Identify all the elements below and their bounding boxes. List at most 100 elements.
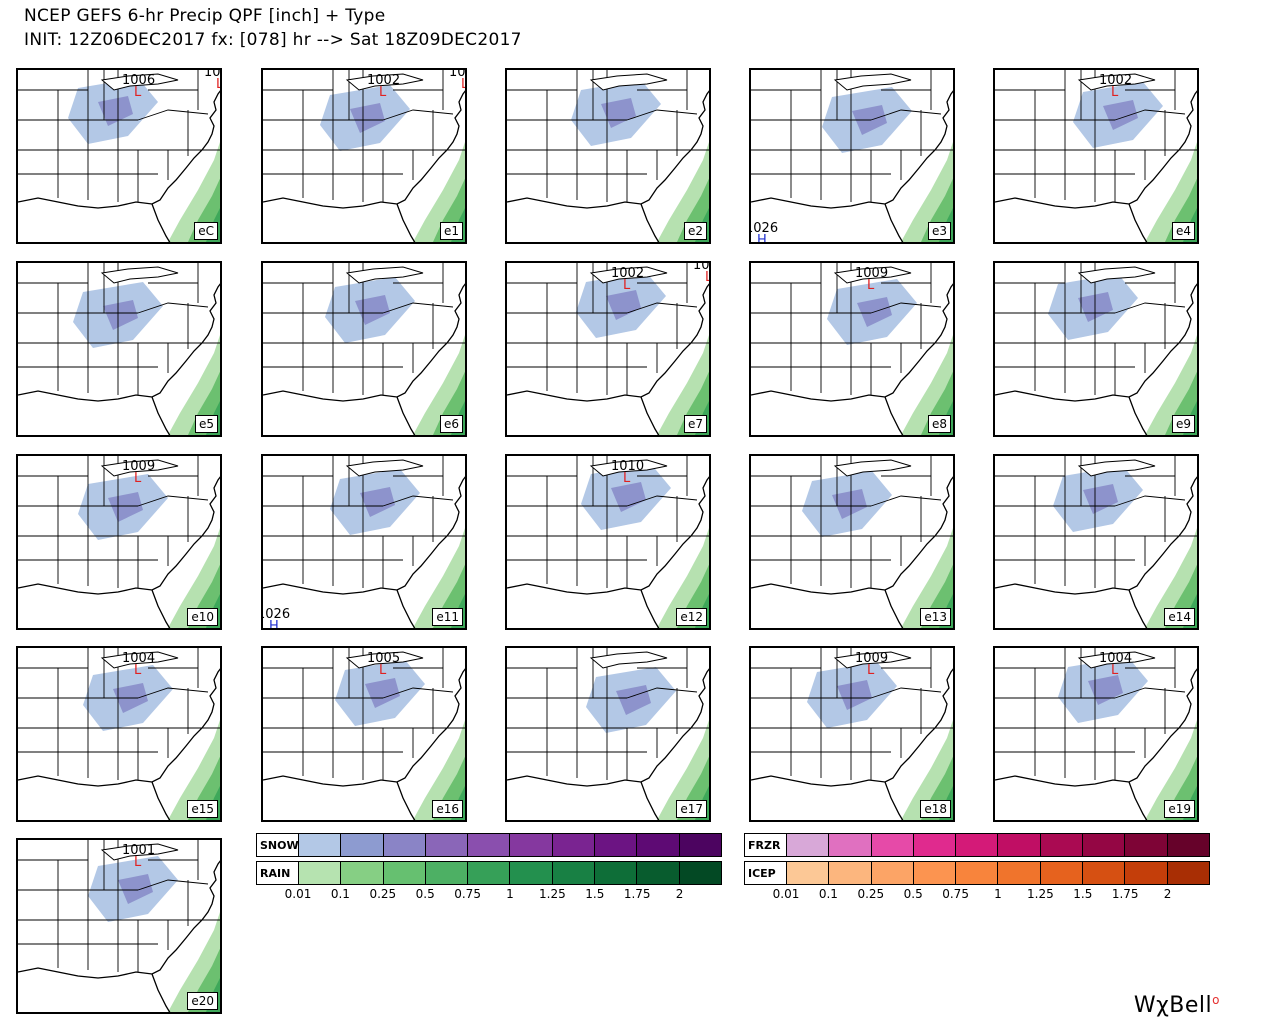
snow-swatch — [341, 834, 384, 856]
state-border — [137, 495, 209, 507]
coastline — [995, 476, 1197, 595]
legend-tick-label: 0.75 — [942, 887, 969, 901]
member-label: e17 — [676, 800, 707, 818]
low-pressure-center: 1007L — [449, 70, 465, 92]
state-border — [382, 302, 454, 314]
great-lakes — [345, 266, 424, 284]
frzr-swatch — [1083, 834, 1126, 856]
legend-ticks-left: 0.01 0.1 0.25 0.5 0.75 1 1.25 1.5 1.75 2 — [285, 887, 722, 903]
coastline — [396, 203, 416, 242]
great-lakes — [833, 459, 912, 477]
coastline — [507, 668, 709, 787]
panel-map — [507, 70, 709, 242]
rain-swatch — [383, 862, 426, 884]
legend-tick-label: 2 — [1163, 887, 1172, 901]
panel-map: 1002L1007L — [263, 70, 465, 242]
state-border — [137, 302, 209, 314]
great-lakes — [100, 266, 179, 284]
coastline — [640, 396, 660, 435]
member-label: e14 — [1164, 608, 1195, 626]
great-lakes — [589, 651, 668, 669]
member-label: e18 — [920, 800, 951, 818]
pressure-type: L — [134, 663, 142, 678]
great-lakes — [1077, 266, 1156, 284]
snow-heavy-area — [1103, 100, 1138, 130]
great-lakes — [100, 843, 179, 861]
coastline — [1128, 781, 1148, 820]
frzr-swatch — [1167, 834, 1209, 856]
pressure-type: L — [867, 278, 875, 293]
legend-tick-label: 0.25 — [369, 887, 397, 901]
rain-swatch — [510, 862, 553, 884]
map-title: NCEP GEFS 6-hr Precip QPF [inch] + Type — [24, 6, 386, 26]
rain-swatch — [341, 862, 384, 884]
snow-swatch — [425, 834, 469, 856]
frzr-swatch — [998, 834, 1041, 856]
member-label: e8 — [927, 415, 951, 433]
great-lakes — [589, 459, 668, 477]
frzr-swatch — [956, 834, 999, 856]
pressure-type: H — [269, 619, 279, 628]
high-pressure-center: 1026H — [751, 221, 778, 242]
coastline — [995, 283, 1197, 402]
legend-icep-label: ICEP — [745, 862, 787, 884]
snow-swatch — [679, 834, 721, 856]
pressure-type: L — [705, 270, 709, 285]
pressure-value: 1004 — [1099, 651, 1132, 666]
great-lakes — [1077, 651, 1156, 669]
ensemble-panel-eC: 1006L1009LeC — [16, 68, 222, 244]
pressure-type: L — [867, 663, 875, 678]
pressure-type: L — [623, 278, 631, 293]
coastline — [1128, 203, 1148, 242]
state-border — [137, 879, 209, 891]
coastline — [995, 90, 1197, 209]
state-border — [626, 109, 698, 121]
snow-heavy-area — [837, 680, 872, 710]
member-label: e16 — [432, 800, 463, 818]
panel-map — [18, 263, 220, 435]
great-lakes — [833, 651, 912, 669]
rain-swatch — [595, 862, 638, 884]
pressure-value: 1006 — [122, 73, 155, 88]
member-label: eC — [194, 222, 218, 240]
coastline — [18, 283, 220, 402]
snow-heavy-area — [365, 678, 400, 708]
member-label: e3 — [927, 222, 951, 240]
pressure-value: 1004 — [122, 651, 155, 666]
snow-heavy-area — [98, 96, 133, 126]
legend-tick-label: 0.75 — [454, 887, 481, 901]
frzr-swatch — [871, 834, 914, 856]
legend-tick-label: 0.25 — [857, 887, 885, 901]
snow-heavy-area — [103, 300, 138, 330]
coastline — [884, 589, 904, 628]
state-border — [870, 687, 942, 699]
coastline — [640, 203, 660, 242]
state-border — [1114, 302, 1186, 314]
great-lakes — [589, 73, 668, 91]
pressure-type: L — [461, 77, 465, 92]
pressure-value: 1009 — [855, 651, 888, 666]
pressure-type: L — [134, 471, 142, 486]
icep-swatch — [787, 862, 830, 884]
coastline — [18, 90, 220, 209]
coastline — [18, 668, 220, 787]
great-lakes — [1077, 73, 1156, 91]
rain-swatch — [679, 862, 721, 884]
snow-swatch — [637, 834, 680, 856]
pressure-type: L — [379, 663, 387, 678]
coastline — [1128, 396, 1148, 435]
legend-frzr-label: FRZR — [745, 834, 787, 856]
brand-name: WχBell — [1133, 993, 1213, 1018]
ensemble-panel-e3: 1026H e3 — [749, 68, 955, 244]
coastline — [640, 589, 660, 628]
low-pressure-center: 1008L — [693, 263, 709, 285]
